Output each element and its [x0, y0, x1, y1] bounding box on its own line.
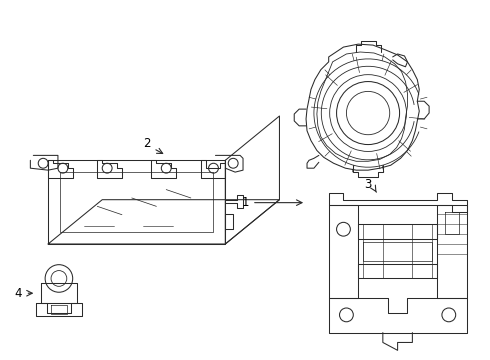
Text: 4: 4	[15, 287, 23, 300]
Text: 2: 2	[143, 137, 150, 150]
Text: 1: 1	[241, 196, 249, 209]
Text: 3: 3	[365, 179, 372, 192]
